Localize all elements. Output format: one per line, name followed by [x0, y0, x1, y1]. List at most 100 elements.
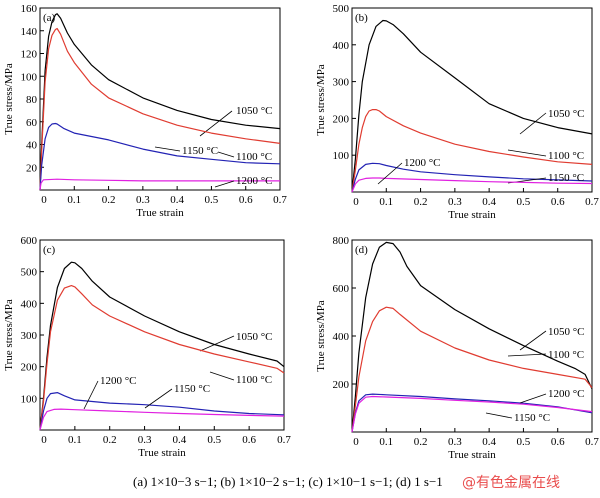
x-tick-label: 0.1 — [379, 196, 393, 208]
y-tick-label: 400 — [333, 331, 350, 343]
y-tick-label: 800 — [333, 235, 350, 247]
y-tick-label: 60 — [26, 117, 38, 129]
chart-panel: 0.1 0.2 0.3 0.4 0.5 0.6 0.7 0 100 200 300 400 500 600… — [3, 235, 291, 459]
series-line — [351, 395, 593, 433]
x-tick-label: 0.2 — [414, 436, 428, 448]
x-tick-label: 0.4 — [482, 196, 496, 208]
series-leader-line — [144, 388, 173, 409]
x-tick-label: 0.1 — [68, 434, 82, 446]
series-line — [351, 19, 593, 193]
series-leader-line — [507, 149, 547, 157]
series-leader-line — [214, 180, 235, 188]
x-tick-label: 0.5 — [205, 194, 219, 206]
series-leader-line — [519, 112, 547, 135]
x-tick-label: 0.7 — [585, 196, 599, 208]
series-leader-line — [83, 380, 99, 410]
series-leader-line — [507, 353, 547, 357]
y-tick-label: 100 — [21, 71, 38, 83]
x-tick-label: 0.1 — [379, 436, 393, 448]
chart-panel: 0.1 0.2 0.3 0.4 0.5 0.6 0.7 0 100 200 300 400 500 Tru… — [315, 3, 599, 221]
series-label: 1150 °C — [174, 383, 210, 395]
x-axis-label: True strain — [448, 209, 496, 221]
x-tick-label: 0.6 — [242, 434, 256, 446]
series-line — [351, 241, 593, 433]
series-label: 1150 °C — [514, 412, 550, 424]
series-label: 1100 °C — [236, 374, 272, 386]
series-line — [39, 13, 281, 191]
x-axis-label: True strain — [136, 207, 184, 219]
series-leader-line — [519, 330, 547, 351]
chart-panel: 0.1 0.2 0.3 0.4 0.5 0.6 0.7 0 20 40 60 80 100 120 140 1… — [3, 3, 287, 219]
series-label: 1200 °C — [236, 175, 273, 187]
series-label: 1200 °C — [548, 388, 585, 400]
series-leader-line — [154, 146, 181, 152]
x-tick-label: 0.4 — [170, 194, 184, 206]
x-tick-label: 0 — [353, 196, 359, 208]
series-line — [351, 393, 593, 433]
x-tick-label: 0 — [353, 436, 359, 448]
x-tick-label: 0.7 — [273, 194, 287, 206]
x-tick-label: 0 — [41, 434, 47, 446]
y-tick-label: 500 — [333, 3, 350, 15]
series-line — [39, 178, 280, 191]
y-axis-label: True stress/MPa — [315, 300, 327, 372]
series-leader-line — [209, 371, 235, 381]
series-line — [39, 392, 285, 431]
y-tick-label: 400 — [333, 40, 350, 52]
x-tick-label: 0.7 — [585, 436, 599, 448]
series-line — [39, 122, 281, 191]
y-axis-label: True stress/MPa — [3, 63, 15, 135]
x-tick-label: 0.4 — [173, 434, 187, 446]
series-label: 1100 °C — [548, 150, 584, 162]
x-tick-label: 0 — [41, 194, 47, 206]
series-leader-line — [217, 151, 235, 158]
x-tick-label: 0.2 — [103, 434, 117, 446]
series-line — [39, 285, 285, 431]
y-axis-label: True stress/MPa — [3, 299, 15, 371]
x-tick-label: 0.3 — [448, 196, 462, 208]
y-tick-label: 400 — [21, 298, 38, 310]
x-tick-label: 0.5 — [517, 196, 531, 208]
y-tick-label: 600 — [333, 283, 350, 295]
series-label: 1100 °C — [548, 349, 584, 361]
x-tick-label: 0.3 — [136, 194, 150, 206]
series-leader-line — [485, 412, 513, 419]
y-axis-label: True stress/MPa — [315, 64, 327, 136]
x-tick-label: 0.3 — [138, 434, 152, 446]
series-label: 1150 °C — [548, 172, 584, 184]
y-tick-label: 160 — [21, 3, 38, 15]
x-tick-label: 0.2 — [102, 194, 116, 206]
y-tick-label: 80 — [26, 94, 38, 106]
series-label: 1050 °C — [236, 105, 273, 117]
x-tick-label: 0.6 — [551, 196, 565, 208]
series-line — [351, 306, 593, 433]
series-label: 1200 °C — [404, 157, 441, 169]
y-tick-label: 200 — [333, 379, 350, 391]
y-tick-label: 120 — [21, 49, 38, 61]
x-tick-label: 0.5 — [207, 434, 221, 446]
figure-caption: (a) 1×10−3 s−1; (b) 1×10−2 s−1; (c) 1×10… — [0, 470, 600, 498]
series-line — [351, 108, 593, 193]
panel-label: (d) — [355, 244, 368, 256]
panel-label: (b) — [355, 12, 368, 24]
chart-panel: 0.1 0.2 0.3 0.4 0.5 0.6 0.7 0 200 400 600 800 True s… — [315, 235, 599, 461]
x-tick-label: 0.7 — [277, 434, 291, 446]
y-tick-label: 20 — [26, 162, 38, 174]
watermark: @有色金属在线 — [462, 475, 560, 491]
series-line — [351, 177, 593, 193]
y-tick-label: 500 — [21, 267, 38, 279]
y-tick-label: 40 — [26, 140, 38, 152]
series-line — [39, 27, 281, 191]
y-tick-label: 140 — [21, 26, 38, 38]
x-axis-label: True strain — [138, 447, 186, 459]
x-tick-label: 0.2 — [414, 196, 428, 208]
series-line — [351, 162, 593, 193]
y-tick-label: 300 — [21, 330, 38, 342]
x-tick-label: 0.4 — [482, 436, 496, 448]
series-label: 1050 °C — [548, 108, 585, 120]
series-leader-line — [199, 335, 235, 352]
series-label: 1100 °C — [236, 151, 272, 163]
x-axis-label: True strain — [448, 449, 496, 461]
series-leader-line — [377, 162, 403, 185]
